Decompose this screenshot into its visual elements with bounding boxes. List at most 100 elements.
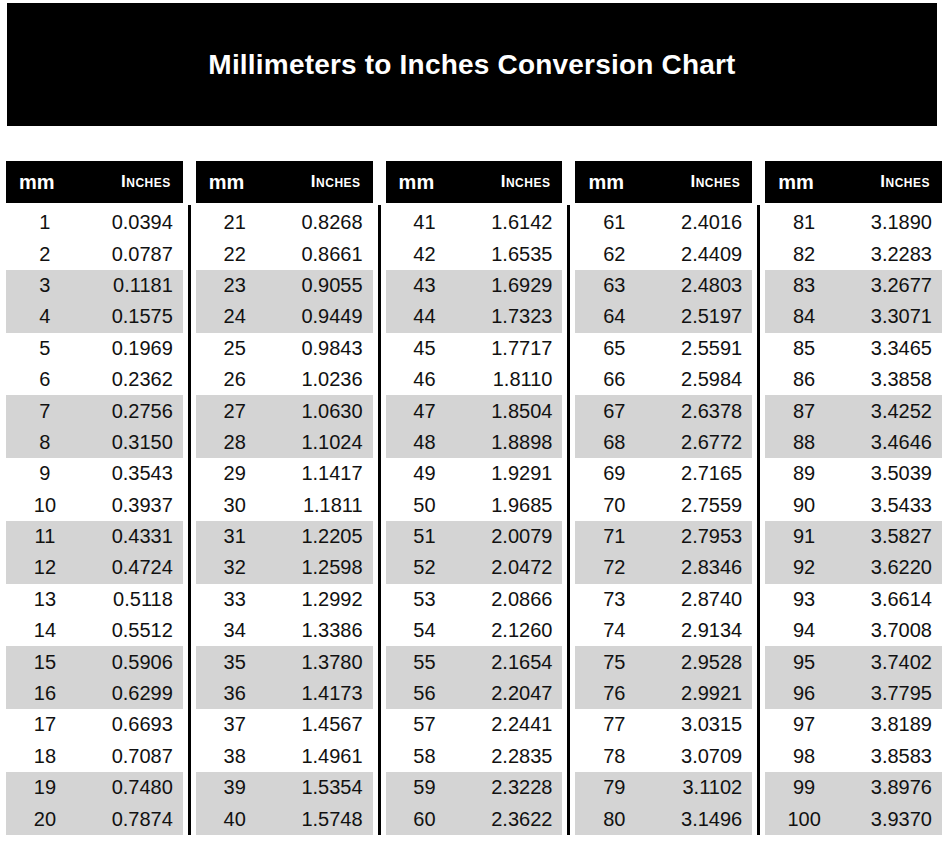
table-row: 10.0394 [6, 207, 183, 238]
table-row: 30.1181 [6, 270, 183, 301]
table-row: 532.0866 [386, 584, 563, 615]
table-row: 953.7402 [765, 646, 942, 677]
inches-value: 3.5433 [843, 494, 942, 517]
table-row: 542.1260 [386, 615, 563, 646]
table-group-4: mm Inches 612.4016622.4409632.4803642.51… [575, 161, 752, 835]
mm-value: 58 [386, 745, 464, 768]
mm-value: 5 [6, 337, 84, 360]
inches-value: 1.9291 [463, 462, 562, 485]
inches-value: 0.9055 [274, 274, 373, 297]
mm-value: 20 [6, 808, 84, 831]
inches-value: 3.1496 [653, 808, 752, 831]
table-group-rows: 813.1890823.2283833.2677843.3071853.3465… [765, 207, 942, 835]
mm-value: 19 [6, 776, 84, 799]
inches-value: 0.4331 [84, 525, 183, 548]
inches-column-header: Inches [501, 172, 563, 192]
table-row: 853.3465 [765, 333, 942, 364]
mm-value: 40 [196, 808, 274, 831]
mm-value: 70 [575, 494, 653, 517]
inches-value: 2.6378 [653, 400, 752, 423]
inches-value: 3.3858 [843, 368, 942, 391]
mm-value: 69 [575, 462, 653, 485]
inches-value: 2.9921 [653, 682, 752, 705]
table-row: 240.9449 [196, 301, 373, 332]
mm-value: 59 [386, 776, 464, 799]
table-row: 893.5039 [765, 458, 942, 489]
inches-value: 1.7717 [463, 337, 562, 360]
mm-value: 47 [386, 400, 464, 423]
table-row: 80.3150 [6, 427, 183, 458]
inches-value: 0.5906 [84, 651, 183, 674]
mm-value: 49 [386, 462, 464, 485]
inches-value: 1.5354 [274, 776, 373, 799]
mm-value: 30 [196, 494, 274, 517]
table-group-rows: 10.039420.078730.118140.157550.196960.23… [6, 207, 183, 835]
table-row: 140.5512 [6, 615, 183, 646]
mm-value: 7 [6, 400, 84, 423]
mm-value: 32 [196, 556, 274, 579]
inches-value: 2.0472 [463, 556, 562, 579]
inches-value: 3.8189 [843, 713, 942, 736]
table-row: 331.2992 [196, 584, 373, 615]
inches-value: 0.1575 [84, 305, 183, 328]
inches-value: 2.8346 [653, 556, 752, 579]
table-row: 351.3780 [196, 646, 373, 677]
inches-value: 3.8583 [843, 745, 942, 768]
mm-value: 54 [386, 619, 464, 642]
mm-value: 82 [765, 243, 843, 266]
mm-value: 45 [386, 337, 464, 360]
mm-value: 97 [765, 713, 843, 736]
mm-value: 68 [575, 431, 653, 454]
mm-value: 55 [386, 651, 464, 674]
table-row: 381.4961 [196, 741, 373, 772]
table-row: 813.1890 [765, 207, 942, 238]
inches-column-header: Inches [311, 172, 373, 192]
mm-value: 25 [196, 337, 274, 360]
inches-value: 1.6929 [463, 274, 562, 297]
mm-value: 2 [6, 243, 84, 266]
inches-value: 0.7087 [84, 745, 183, 768]
mm-value: 62 [575, 243, 653, 266]
mm-value: 83 [765, 274, 843, 297]
inches-value: 2.0866 [463, 588, 562, 611]
mm-value: 50 [386, 494, 464, 517]
table-group-header: mm Inches [196, 161, 373, 203]
mm-value: 92 [765, 556, 843, 579]
table-row: 823.2283 [765, 238, 942, 269]
mm-value: 8 [6, 431, 84, 454]
inches-value: 2.9528 [653, 651, 752, 674]
inches-value: 1.2992 [274, 588, 373, 611]
mm-value: 72 [575, 556, 653, 579]
table-row: 431.6929 [386, 270, 563, 301]
table-row: 461.8110 [386, 364, 563, 395]
table-row: 261.0236 [196, 364, 373, 395]
table-row: 341.3386 [196, 615, 373, 646]
mm-value: 6 [6, 368, 84, 391]
mm-value: 34 [196, 619, 274, 642]
inches-value: 0.1181 [84, 274, 183, 297]
mm-value: 60 [386, 808, 464, 831]
table-row: 110.4331 [6, 521, 183, 552]
mm-value: 90 [765, 494, 843, 517]
table-group-header: mm Inches [6, 161, 183, 203]
mm-value: 42 [386, 243, 464, 266]
table-row: 311.2205 [196, 521, 373, 552]
mm-value: 3 [6, 274, 84, 297]
mm-value: 73 [575, 588, 653, 611]
table-row: 783.0709 [575, 741, 752, 772]
mm-value: 51 [386, 525, 464, 548]
table-row: 863.3858 [765, 364, 942, 395]
mm-value: 43 [386, 274, 464, 297]
mm-value: 29 [196, 462, 274, 485]
mm-value: 35 [196, 651, 274, 674]
mm-value: 84 [765, 305, 843, 328]
inches-value: 1.0236 [274, 368, 373, 391]
inches-value: 2.4016 [653, 211, 752, 234]
table-row: 170.6693 [6, 709, 183, 740]
inches-value: 0.2362 [84, 368, 183, 391]
page-title: Millimeters to Inches Conversion Chart [208, 49, 735, 81]
table-row: 481.8898 [386, 427, 563, 458]
mm-value: 81 [765, 211, 843, 234]
table-row: 762.9921 [575, 678, 752, 709]
inches-value: 2.0079 [463, 525, 562, 548]
